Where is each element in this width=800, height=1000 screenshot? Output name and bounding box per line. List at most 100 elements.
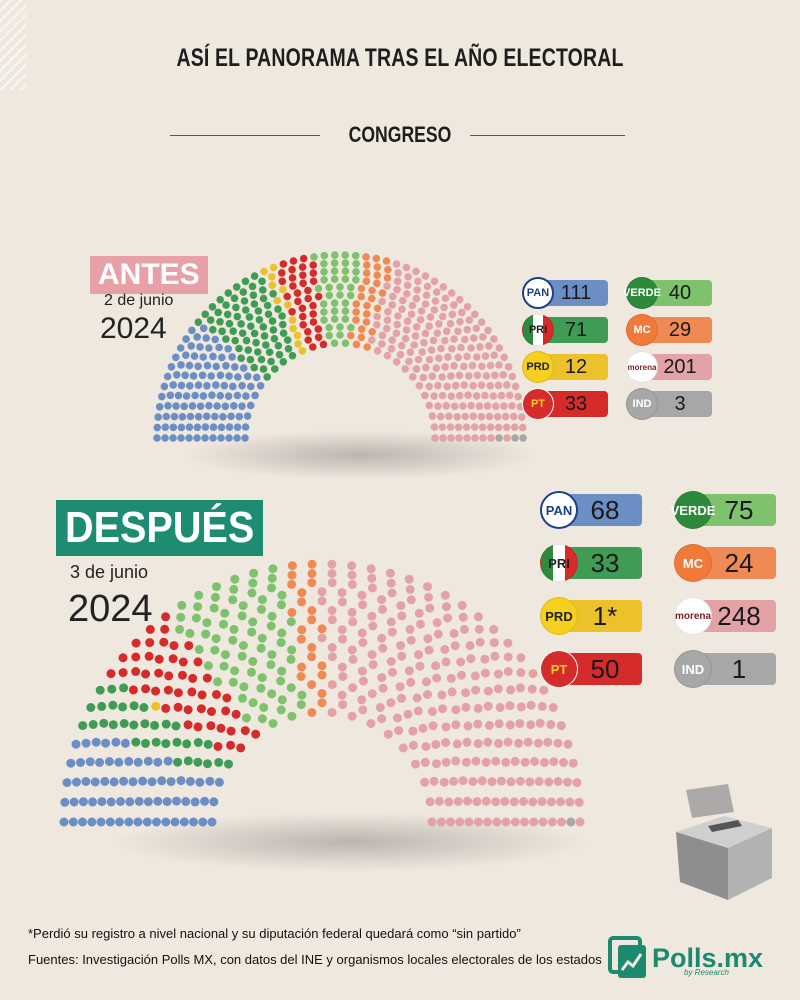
sources: Fuentes: Investigación Polls MX, con dat… xyxy=(28,952,602,967)
seat-morena xyxy=(443,327,451,336)
legend-value-verde: 75 xyxy=(724,494,754,525)
seat-pt xyxy=(193,657,203,667)
seat-morena xyxy=(383,282,391,290)
seat-pt xyxy=(154,654,164,664)
seat-verde xyxy=(319,300,328,308)
seat-pan xyxy=(147,777,157,787)
seat-pri xyxy=(141,738,150,748)
seat-pan xyxy=(247,382,255,391)
legend-pill-verde: VERDE 40 xyxy=(623,277,712,309)
seat-pt xyxy=(299,271,307,280)
seat-mc xyxy=(368,286,376,295)
seat-mc xyxy=(287,579,297,589)
seat-verde xyxy=(219,661,229,671)
seat-pan xyxy=(198,817,208,827)
seat-morena xyxy=(367,573,377,583)
seat-morena xyxy=(459,624,469,634)
seat-verde xyxy=(330,307,339,315)
seat-prd xyxy=(268,273,276,281)
seat-verde xyxy=(220,650,230,660)
seat-morena xyxy=(431,739,441,749)
seat-morena xyxy=(348,683,358,693)
seat-pt xyxy=(207,707,216,716)
seat-pri xyxy=(139,703,149,712)
seat-pan xyxy=(225,372,233,380)
seat-mc xyxy=(368,328,377,336)
seat-pan xyxy=(143,756,153,766)
seat-pan xyxy=(179,817,189,827)
seat-verde xyxy=(194,590,204,600)
seat-pan xyxy=(230,402,238,410)
seat-pan xyxy=(217,434,225,442)
seat-morena xyxy=(494,423,503,432)
seat-pt xyxy=(288,265,296,274)
seat-verde xyxy=(229,624,239,634)
seat-pt xyxy=(288,308,296,316)
seat-morena xyxy=(553,777,563,786)
seat-morena xyxy=(478,423,487,432)
seat-morena xyxy=(441,738,451,747)
seat-pri xyxy=(269,290,277,298)
seat-morena xyxy=(516,668,526,678)
seat-pan xyxy=(187,342,195,350)
seat-pt xyxy=(289,257,298,265)
seat-pri xyxy=(247,322,255,331)
seat-mc xyxy=(317,689,327,698)
seat-pan xyxy=(202,334,210,342)
seat-morena xyxy=(419,373,428,382)
seat-pan xyxy=(95,757,105,767)
seat-morena xyxy=(518,413,526,421)
seat-morena xyxy=(327,652,337,662)
seat-morena xyxy=(367,650,377,660)
seat-mc xyxy=(352,300,361,308)
seat-mc xyxy=(384,265,392,274)
seat-pri xyxy=(235,344,243,353)
seat-verde xyxy=(266,660,276,670)
seat-pri xyxy=(254,307,263,315)
seat-morena xyxy=(397,651,407,661)
seat-mc xyxy=(317,661,327,671)
mc-logo-icon: MC xyxy=(674,544,712,582)
seat-verde xyxy=(249,568,259,578)
seat-morena xyxy=(427,817,437,827)
seat-verde xyxy=(230,666,240,676)
seat-pan xyxy=(212,362,220,371)
seat-morena xyxy=(403,709,413,719)
seat-pan xyxy=(225,423,234,431)
seat-morena xyxy=(434,402,442,411)
seat-pt xyxy=(309,318,318,326)
seat-morena xyxy=(472,392,481,400)
seat-morena xyxy=(412,693,422,703)
seat-pan xyxy=(181,797,191,806)
seat-pan xyxy=(172,402,180,410)
seat-morena xyxy=(421,272,430,280)
seat-morena xyxy=(412,294,421,303)
seat-morena xyxy=(556,797,566,807)
seat-pan xyxy=(208,391,216,400)
seat-morena xyxy=(447,392,456,401)
seat-pt xyxy=(168,654,178,664)
seat-verde xyxy=(256,683,266,693)
seat-morena xyxy=(424,592,434,602)
seat-pri xyxy=(267,357,275,366)
seat-morena xyxy=(439,777,449,787)
seat-pan xyxy=(220,381,229,390)
seat-morena xyxy=(416,316,425,324)
legend-pill-prd: PRD 12 xyxy=(522,351,608,383)
seat-morena xyxy=(367,689,377,699)
seat-morena xyxy=(539,757,549,767)
seat-pri xyxy=(173,757,183,767)
seat-morena xyxy=(464,817,474,827)
seat-pri xyxy=(232,283,241,291)
seat-pan xyxy=(188,326,196,335)
legend-pill-verde: VERDE 75 xyxy=(671,491,776,529)
seat-pri xyxy=(240,297,249,305)
seat-morena xyxy=(386,617,396,627)
seat-verde xyxy=(286,683,296,693)
despues-year: 2024 xyxy=(68,588,153,630)
seat-verde xyxy=(330,339,339,348)
seat-morena xyxy=(451,720,461,730)
seat-morena xyxy=(473,353,481,361)
seat-mc xyxy=(362,253,370,261)
seat-morena xyxy=(425,322,434,331)
